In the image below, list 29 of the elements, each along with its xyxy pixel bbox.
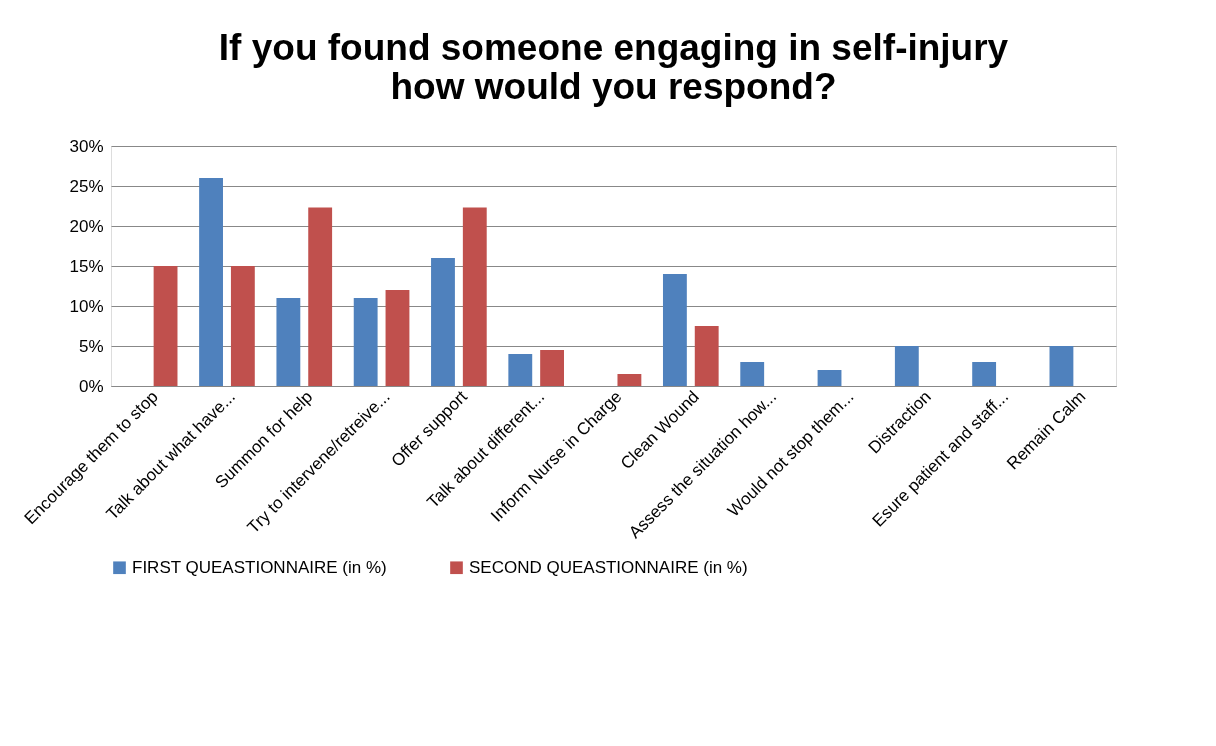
- bar: [694, 326, 719, 386]
- legend-label: SECOND QUEASTIONNAIRE (in %): [469, 557, 748, 577]
- bar: [617, 374, 642, 386]
- y-tick-label: 10%: [69, 296, 104, 316]
- y-tick-label: 5%: [78, 336, 104, 356]
- bar: [230, 266, 255, 386]
- y-tick-label: 20%: [69, 216, 104, 236]
- bar: [740, 362, 765, 386]
- bar: [199, 178, 223, 386]
- bar: [153, 266, 178, 386]
- bar: [508, 354, 533, 386]
- bar: [540, 350, 565, 386]
- y-tick-label: 15%: [69, 256, 104, 276]
- y-tick-label: 30%: [69, 136, 104, 156]
- bar: [972, 362, 997, 386]
- bar: [1049, 346, 1074, 386]
- bar: [353, 298, 378, 386]
- y-tick-label: 0%: [78, 376, 104, 396]
- text: If you found someone engaging in self-injury: [218, 27, 1009, 68]
- bar: [431, 258, 455, 386]
- bar: [385, 290, 410, 386]
- bar: [462, 207, 487, 386]
- y-tick-label: 25%: [69, 176, 104, 196]
- bar: [276, 298, 301, 386]
- bar: [817, 370, 842, 386]
- bar: [662, 274, 687, 386]
- bar: [308, 207, 333, 386]
- bar: [894, 346, 919, 386]
- legend-label: FIRST QUEASTIONNAIRE (in %): [132, 557, 387, 577]
